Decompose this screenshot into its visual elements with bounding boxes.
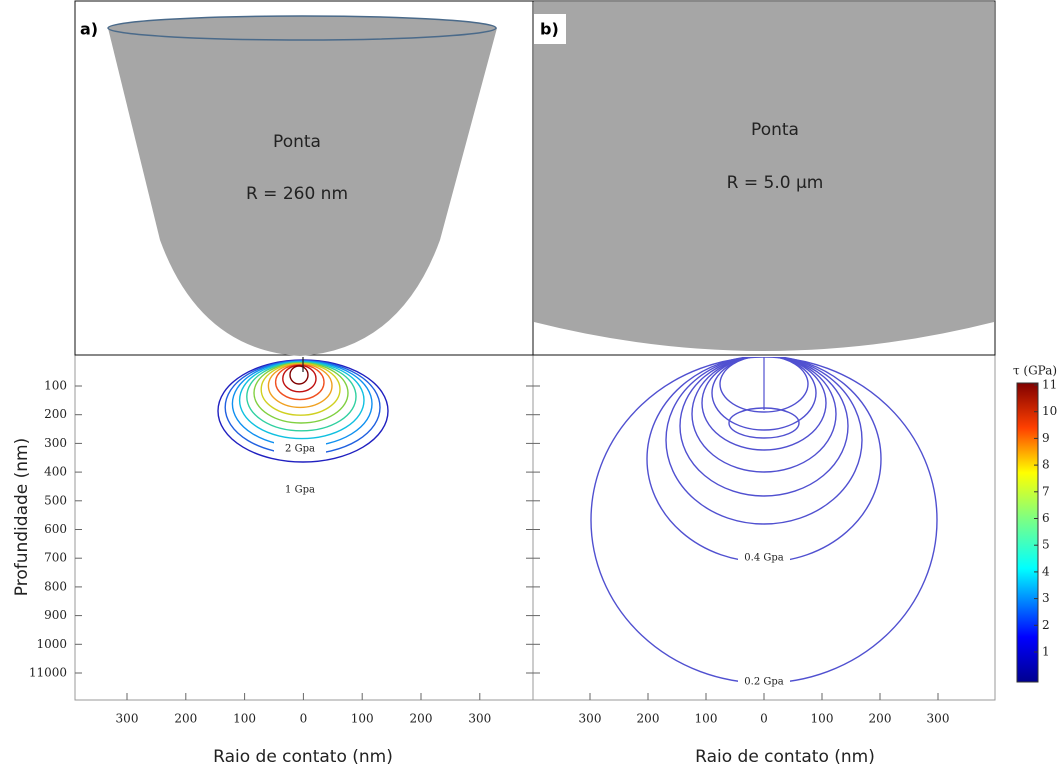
y-tick-label: 1000 [36,637,67,651]
x-tick-label: 300 [116,712,139,726]
tip-radius: R = 260 nm [246,184,348,204]
tip-name: Ponta [751,120,799,140]
y-tick-label: 600 [44,522,67,536]
y-tick-label: 200 [44,407,67,421]
x-tick-label: 200 [174,712,197,726]
x-tick-label: 100 [351,712,374,726]
y-axis-title: Profundidade (nm) [12,438,32,596]
label-bg [274,442,326,456]
x-tick-label: 200 [410,712,433,726]
y-tick-label: 11000 [29,666,67,680]
tip-radius: R = 5.0 µm [727,173,824,193]
colorbar-tick-label: 11 [1042,378,1057,392]
contour-label: 0.4 Gpa [744,553,783,564]
x-tick-label: 100 [811,712,834,726]
label-bg [738,551,790,565]
x-tick-label: 300 [468,712,491,726]
contour-line [701,357,827,451]
label-bg [738,675,790,689]
y-tick-label: 900 [44,608,67,622]
contour-line [679,357,849,497]
contour-label: 0.2 Gpa [744,677,783,688]
colorbar [1016,382,1039,683]
tip-shape [534,2,994,351]
tip-top [107,15,497,41]
y-tick-label: 800 [44,579,67,593]
colorbar-tick-label: 5 [1042,538,1050,552]
x-tick-label: 300 [579,712,602,726]
contour-line [691,357,837,473]
x-tick-label: 200 [869,712,892,726]
colorbar-tick-label: 1 [1042,645,1050,659]
x-tick-label: 0 [760,712,768,726]
colorbar-tick-label: 3 [1042,591,1050,605]
colorbar-tick-label: 6 [1042,511,1050,525]
label-box [534,14,566,44]
y-tick-label: 700 [44,551,67,565]
contour-label: 2 Gpa [285,444,315,455]
colorbar-tick-label: 4 [1042,564,1050,578]
colorbar-tick-label: 8 [1042,458,1050,472]
panel-label: b) [540,20,559,39]
label-box [76,14,106,44]
contour-label: 1 Gpa [285,485,315,496]
x-axis-title: Raio de contato (nm) [695,747,875,767]
y-tick-label: 100 [44,379,67,393]
x-tick-label: 100 [695,712,718,726]
y-tick-label: 500 [44,493,67,507]
y-tick-label: 300 [44,436,67,450]
tip-name: Ponta [273,132,321,152]
tip-shape [108,28,497,356]
x-axis-title: Raio de contato (nm) [213,747,393,767]
colorbar-tick-label: 10 [1042,404,1057,418]
contour-line [711,357,817,431]
contour-line [289,365,309,385]
label-bg [274,483,326,497]
x-tick-label: 300 [927,712,950,726]
panel-label: a) [80,20,98,39]
colorbar-tick-label: 7 [1042,484,1050,498]
contour-line [665,357,863,525]
colorbar-title: τ (GPa) [1013,364,1057,378]
x-tick-label: 200 [637,712,660,726]
contour-line [719,357,809,413]
colorbar-tick-label: 9 [1042,431,1050,445]
colorbar-tick-label: 2 [1042,618,1050,632]
plot-frame [74,354,996,701]
x-tick-label: 100 [233,712,256,726]
y-tick-label: 400 [44,465,67,479]
x-tick-label: 0 [300,712,308,726]
